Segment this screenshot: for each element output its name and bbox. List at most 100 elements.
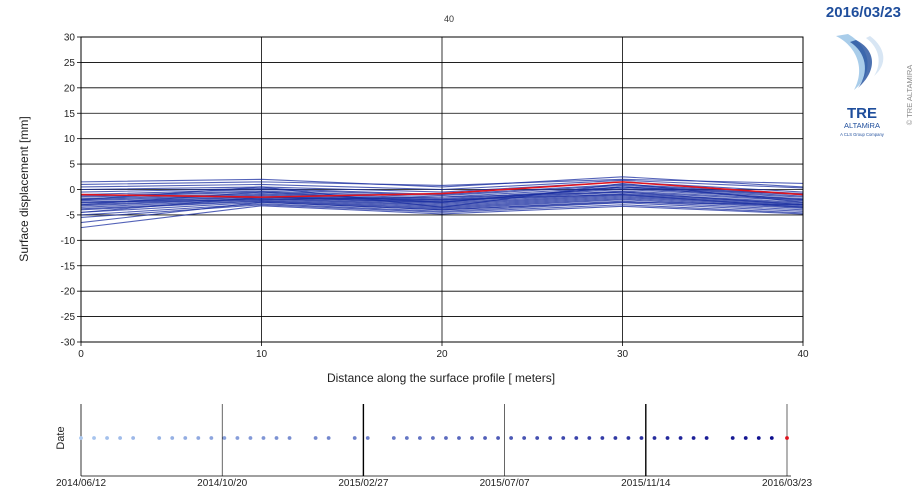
y-tick-label: 0	[69, 185, 75, 196]
acquisition-date-point	[274, 436, 279, 440]
y-axis-label: Surface displacement [mm]	[17, 116, 31, 261]
acquisition-date-point	[261, 436, 266, 440]
acquisition-date-point	[743, 436, 748, 440]
acquisition-date-point	[92, 436, 96, 440]
acquisition-date-point	[483, 436, 487, 440]
y-tick-label: -20	[61, 287, 76, 298]
y-tick-label: 20	[64, 83, 76, 94]
logo-text-altamira: ALTAMiRA	[844, 121, 880, 130]
y-tick-label: -15	[61, 261, 76, 272]
acquisition-date-point	[183, 436, 188, 440]
chart-title: 40	[444, 14, 454, 24]
y-tick-label: -30	[61, 338, 76, 349]
acquisition-date-point	[313, 436, 318, 440]
x-axis-label: Distance along the surface profile [ met…	[327, 371, 555, 385]
displacement-series-line	[80, 182, 804, 208]
acquisition-date-point	[652, 436, 657, 440]
logo-text-tre: TRE	[847, 105, 877, 122]
logo-swoosh-dark-icon	[850, 40, 873, 88]
timeline-tick-label: 2015/11/14	[621, 478, 671, 489]
acquisition-date-point	[561, 436, 566, 440]
x-tick-label: 30	[617, 349, 629, 360]
timeline-tick-label: 2014/10/20	[197, 478, 247, 489]
acquisition-date-point	[417, 436, 422, 440]
acquisition-date-point	[170, 436, 175, 440]
displacement-series-line	[80, 183, 804, 196]
current-date-point	[785, 436, 789, 440]
timeline-tick-label: 2015/07/07	[480, 478, 530, 489]
x-tick-label: 10	[256, 349, 268, 360]
y-tick-label: -10	[61, 236, 76, 247]
y-tick-label: -25	[61, 312, 76, 323]
y-tick-label: 10	[64, 134, 76, 145]
logo-swoosh-light-icon	[866, 36, 884, 76]
copyright-text: © TRE ALTAMIRA	[905, 65, 914, 126]
x-tick-label: 0	[78, 349, 84, 360]
timeline-tick-label: 2015/02/27	[338, 478, 388, 489]
acquisition-date-point	[587, 436, 592, 440]
acquisition-date-point	[613, 436, 618, 440]
acquisition-date-point	[769, 436, 774, 440]
displacement-series-line	[80, 191, 804, 206]
acquisition-date-point	[548, 436, 553, 440]
series-group	[80, 176, 804, 229]
acquisition-date-point	[326, 436, 331, 440]
tre-altamira-logo: TRE ALTAMiRA A CLS Group Company	[836, 34, 885, 137]
acquisition-date-point	[431, 436, 435, 440]
y-tick-label: 5	[69, 160, 75, 171]
acquisition-date-point	[235, 436, 240, 440]
acquisition-date-point	[391, 436, 396, 440]
timeline-chart: 2014/06/12 2014/10/20 2015/02/27 2015/07/07…	[56, 404, 812, 489]
acquisition-date-point	[704, 436, 709, 440]
acquisition-date-point	[248, 436, 253, 440]
displacement-series-line	[80, 181, 804, 193]
acquisition-date-point	[404, 436, 409, 440]
displacement-series-line	[80, 201, 804, 224]
timeline-tick-label: 2014/06/12	[56, 478, 106, 489]
acquisition-date-point	[457, 436, 461, 440]
acquisition-date-point	[209, 436, 214, 440]
plot-border	[80, 36, 804, 343]
acquisition-date-point	[522, 436, 527, 440]
acquisition-date-point	[600, 436, 605, 440]
acquisition-date-point	[678, 436, 683, 440]
acquisition-date-point	[222, 436, 227, 440]
acquisition-date-point	[665, 436, 670, 440]
x-tick-label: 40	[797, 349, 809, 360]
current-date-label: 2016/03/23	[825, 4, 901, 21]
displacement-series-line	[80, 178, 804, 186]
acquisition-date-point	[756, 436, 761, 440]
acquisition-date-point	[470, 436, 474, 440]
acquisition-date-point	[105, 436, 109, 440]
acquisition-date-point	[574, 436, 579, 440]
timeline-y-label: Date	[55, 426, 67, 449]
highlight-series-line	[80, 181, 804, 198]
acquisition-date-point	[157, 436, 162, 440]
acquisition-date-point	[196, 436, 201, 440]
y-tick-label: -5	[66, 210, 75, 221]
displacement-series-line	[80, 202, 804, 216]
displacement-series-line	[80, 205, 804, 229]
x-tick-label: 20	[436, 349, 448, 360]
acquisition-date-point	[444, 436, 448, 440]
acquisition-date-point	[691, 436, 696, 440]
acquisition-date-point	[626, 436, 631, 440]
displacement-series-line	[80, 194, 804, 213]
acquisition-date-point	[287, 436, 292, 440]
y-tick-label: 15	[64, 109, 76, 120]
logo-text-group: A CLS Group Company	[840, 132, 885, 137]
acquisition-date-point	[496, 436, 500, 440]
acquisition-date-point	[118, 436, 123, 440]
acquisition-date-point	[365, 436, 370, 440]
y-tick-label: 30	[64, 33, 76, 44]
acquisition-date-point	[509, 436, 514, 440]
acquisition-date-point	[639, 436, 644, 440]
displacement-series-line	[80, 179, 804, 191]
acquisition-date-point	[535, 436, 540, 440]
displacement-series-line	[80, 194, 804, 205]
acquisition-date-point	[131, 436, 136, 440]
acquisition-date-point	[352, 436, 357, 440]
